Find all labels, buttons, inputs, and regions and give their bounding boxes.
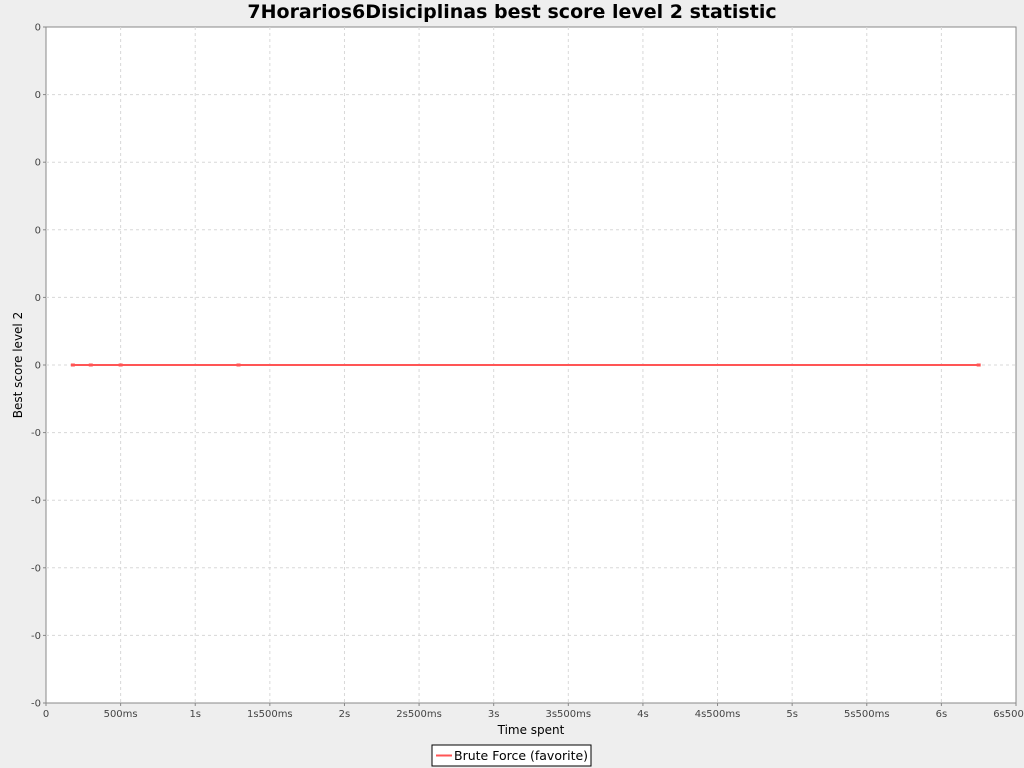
y-tick-label: 0 [35,293,41,304]
x-tick-label: 4s500ms [695,709,741,720]
data-point [88,363,93,367]
x-tick-label: 3s500ms [545,709,591,720]
y-axis-label: Best score level 2 [11,312,25,418]
x-tick-label: 6s [936,709,948,720]
x-tick-label: 6s500ms [993,709,1024,720]
x-tick-label: 1s [189,709,201,720]
legend: Brute Force (favorite) [431,744,592,767]
y-tick-label: 0 [35,361,41,372]
data-point [118,363,123,367]
x-tick-label: 4s [637,709,649,720]
y-tick-label: 0 [35,225,41,236]
x-tick-label: 0 [43,709,49,720]
x-tick-label: 5s500ms [844,709,890,720]
legend-box [431,744,592,767]
data-point [70,363,75,367]
x-tick-label: 1s500ms [247,709,293,720]
x-tick-label: 500ms [104,709,138,720]
x-tick-label: 5s [786,709,798,720]
y-tick-label: -0 [31,563,41,574]
series-layer [70,363,981,367]
x-tick-label: 2s500ms [396,709,442,720]
legend-label-brute-force: Brute Force (favorite) [454,748,588,763]
y-tick-label: 0 [35,158,41,169]
y-tick-label: 0 [35,90,41,101]
y-tick-label: 0 [35,23,41,34]
chart-title: 7Horarios6Disiciplinas best score level … [247,1,776,23]
y-axis-ticks: 0 0 0 0 0 0 -0 -0 -0 -0 -0 [31,23,46,710]
y-tick-label: -0 [31,496,41,507]
data-point [236,363,241,367]
x-tick-label: 2s [339,709,351,720]
y-tick-label: -0 [31,631,41,642]
x-axis-label: Time spent [497,723,565,737]
y-tick-label: -0 [31,428,41,439]
x-tick-label: 3s [488,709,500,720]
y-tick-label: -0 [31,699,41,710]
data-point [976,363,981,367]
x-axis-ticks: 0 500ms 1s 1s500ms 2s 2s500ms 3s 3s500ms 4s 4s500… [43,703,1024,720]
